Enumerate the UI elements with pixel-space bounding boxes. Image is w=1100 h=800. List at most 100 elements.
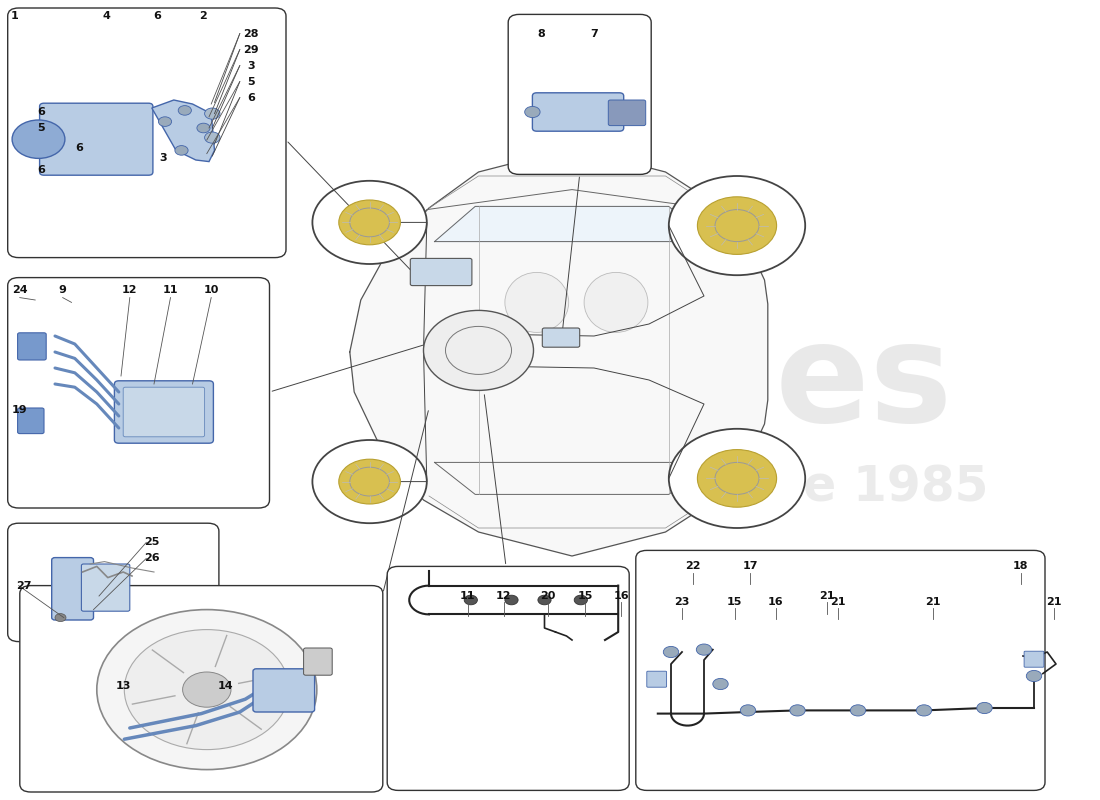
Ellipse shape bbox=[584, 272, 648, 333]
FancyBboxPatch shape bbox=[8, 8, 286, 258]
Text: 27: 27 bbox=[16, 581, 32, 590]
Text: 6: 6 bbox=[75, 143, 84, 153]
FancyBboxPatch shape bbox=[8, 278, 270, 508]
Circle shape bbox=[424, 310, 534, 390]
Text: 3: 3 bbox=[248, 61, 254, 70]
Text: 21: 21 bbox=[820, 591, 835, 601]
FancyBboxPatch shape bbox=[18, 408, 44, 434]
Circle shape bbox=[505, 595, 518, 605]
Ellipse shape bbox=[505, 272, 569, 333]
Circle shape bbox=[97, 610, 317, 770]
Circle shape bbox=[669, 429, 805, 528]
Polygon shape bbox=[152, 100, 214, 162]
Text: 21: 21 bbox=[925, 597, 940, 606]
Text: 28: 28 bbox=[243, 29, 258, 38]
Text: 29: 29 bbox=[243, 45, 258, 54]
Circle shape bbox=[916, 705, 932, 716]
Circle shape bbox=[205, 132, 220, 143]
Text: ces: ces bbox=[693, 317, 953, 451]
Text: 1: 1 bbox=[10, 11, 19, 21]
Circle shape bbox=[663, 646, 679, 658]
Circle shape bbox=[740, 705, 756, 716]
Text: 14: 14 bbox=[218, 682, 233, 691]
Circle shape bbox=[525, 106, 540, 118]
Circle shape bbox=[713, 678, 728, 690]
FancyBboxPatch shape bbox=[20, 586, 383, 792]
FancyBboxPatch shape bbox=[636, 550, 1045, 790]
Text: 21: 21 bbox=[830, 597, 846, 606]
Circle shape bbox=[312, 440, 427, 523]
Circle shape bbox=[669, 176, 805, 275]
Circle shape bbox=[464, 595, 477, 605]
Text: 6: 6 bbox=[36, 165, 45, 174]
Text: 24: 24 bbox=[12, 285, 28, 294]
Circle shape bbox=[124, 630, 289, 750]
FancyBboxPatch shape bbox=[40, 103, 153, 175]
Text: 6: 6 bbox=[153, 11, 162, 21]
Text: 20: 20 bbox=[540, 591, 556, 601]
Text: 22: 22 bbox=[685, 562, 701, 571]
Circle shape bbox=[538, 595, 551, 605]
FancyBboxPatch shape bbox=[542, 328, 580, 347]
Text: 16: 16 bbox=[614, 591, 629, 601]
Text: 15: 15 bbox=[727, 597, 742, 606]
Circle shape bbox=[339, 459, 400, 504]
FancyBboxPatch shape bbox=[114, 381, 213, 443]
Circle shape bbox=[158, 117, 172, 126]
Circle shape bbox=[977, 702, 992, 714]
Circle shape bbox=[697, 197, 777, 254]
FancyBboxPatch shape bbox=[123, 387, 205, 437]
FancyBboxPatch shape bbox=[253, 669, 315, 712]
Circle shape bbox=[312, 181, 427, 264]
Circle shape bbox=[696, 644, 712, 655]
FancyBboxPatch shape bbox=[532, 93, 624, 131]
Text: 15: 15 bbox=[578, 591, 593, 601]
FancyBboxPatch shape bbox=[647, 671, 667, 687]
Text: 23: 23 bbox=[674, 597, 690, 606]
Circle shape bbox=[55, 614, 66, 622]
Text: 11: 11 bbox=[163, 285, 178, 294]
Text: 9: 9 bbox=[58, 285, 67, 294]
Circle shape bbox=[197, 123, 210, 133]
Polygon shape bbox=[350, 148, 768, 556]
Circle shape bbox=[205, 108, 220, 119]
Circle shape bbox=[339, 200, 400, 245]
Text: 8: 8 bbox=[537, 29, 546, 38]
Circle shape bbox=[615, 106, 630, 118]
Text: 12: 12 bbox=[496, 591, 512, 601]
Circle shape bbox=[12, 120, 65, 158]
Text: 21: 21 bbox=[1046, 597, 1062, 606]
FancyBboxPatch shape bbox=[387, 566, 629, 790]
Text: 25: 25 bbox=[144, 538, 159, 547]
Text: 19: 19 bbox=[12, 405, 28, 414]
Text: 6: 6 bbox=[246, 93, 255, 102]
Text: 7: 7 bbox=[590, 29, 598, 38]
FancyBboxPatch shape bbox=[1024, 651, 1044, 667]
Text: 4: 4 bbox=[102, 11, 111, 21]
FancyBboxPatch shape bbox=[608, 100, 646, 126]
Text: 5: 5 bbox=[248, 77, 254, 86]
Text: 2: 2 bbox=[199, 11, 208, 21]
FancyBboxPatch shape bbox=[8, 523, 219, 642]
Circle shape bbox=[850, 705, 866, 716]
Circle shape bbox=[790, 705, 805, 716]
Text: 3: 3 bbox=[160, 154, 166, 163]
Circle shape bbox=[183, 672, 231, 707]
Circle shape bbox=[1026, 670, 1042, 682]
Circle shape bbox=[178, 106, 191, 115]
FancyBboxPatch shape bbox=[81, 564, 130, 611]
Text: 6: 6 bbox=[36, 107, 45, 117]
Text: 11: 11 bbox=[460, 591, 475, 601]
Text: 10: 10 bbox=[204, 285, 219, 294]
FancyBboxPatch shape bbox=[52, 558, 94, 620]
Circle shape bbox=[697, 450, 777, 507]
Circle shape bbox=[574, 595, 587, 605]
FancyBboxPatch shape bbox=[410, 258, 472, 286]
Text: 26: 26 bbox=[144, 554, 159, 563]
Text: 18: 18 bbox=[1013, 562, 1028, 571]
FancyBboxPatch shape bbox=[304, 648, 332, 675]
FancyBboxPatch shape bbox=[18, 333, 46, 360]
Text: Since 1985: Since 1985 bbox=[688, 462, 989, 510]
Polygon shape bbox=[434, 206, 710, 242]
Text: 12: 12 bbox=[122, 285, 138, 294]
